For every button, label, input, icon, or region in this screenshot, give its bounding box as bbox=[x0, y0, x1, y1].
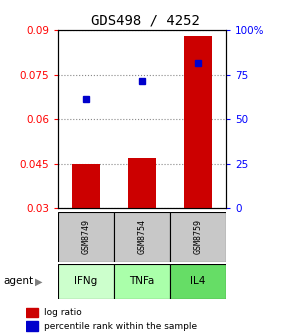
Bar bbox=[184, 36, 212, 208]
Text: IL4: IL4 bbox=[191, 277, 206, 286]
Bar bbox=[114, 212, 170, 262]
Bar bbox=[114, 264, 170, 299]
Text: log ratio: log ratio bbox=[44, 308, 82, 317]
Bar bbox=[72, 164, 100, 208]
Text: IFNg: IFNg bbox=[75, 277, 98, 286]
Bar bbox=[128, 158, 156, 208]
Text: GDS498 / 4252: GDS498 / 4252 bbox=[90, 13, 200, 28]
Text: percentile rank within the sample: percentile rank within the sample bbox=[44, 322, 197, 331]
Text: GSM8759: GSM8759 bbox=[194, 219, 203, 254]
Text: GSM8749: GSM8749 bbox=[81, 219, 90, 254]
Bar bbox=[26, 322, 38, 331]
Bar bbox=[170, 264, 226, 299]
Bar bbox=[58, 264, 114, 299]
Text: GSM8754: GSM8754 bbox=[137, 219, 147, 254]
Text: ▶: ▶ bbox=[35, 277, 43, 286]
Text: agent: agent bbox=[3, 277, 33, 286]
Text: TNFa: TNFa bbox=[129, 277, 155, 286]
Bar bbox=[58, 212, 114, 262]
Bar bbox=[26, 308, 38, 317]
Bar bbox=[170, 212, 226, 262]
